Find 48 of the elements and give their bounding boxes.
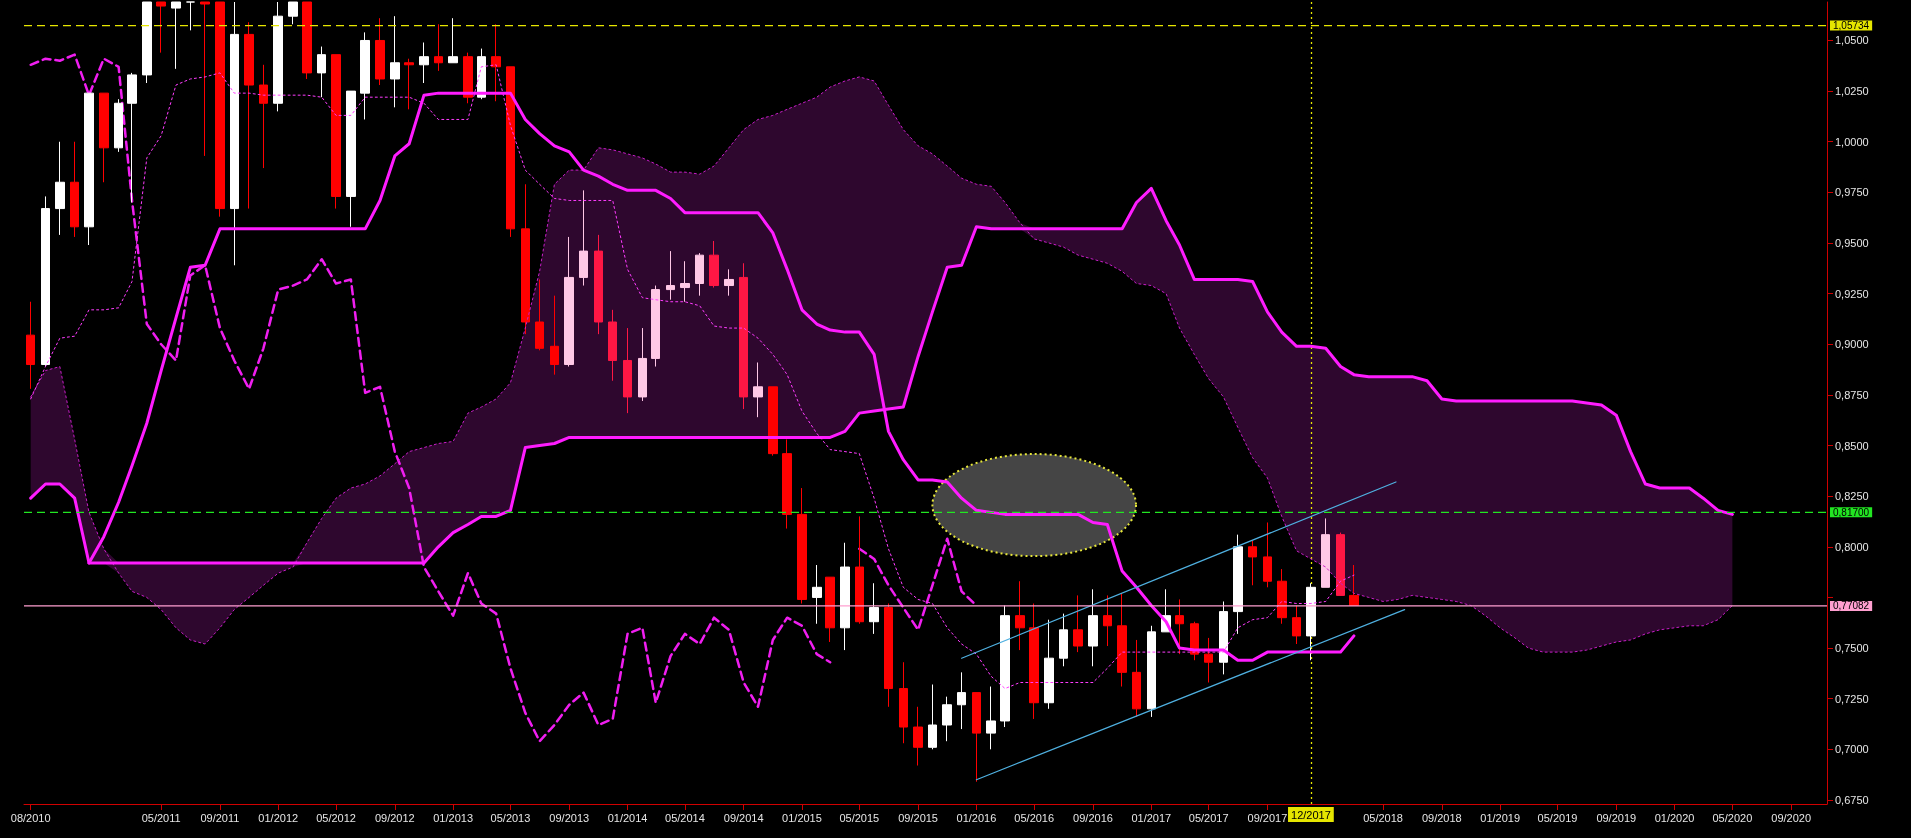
x-tick-label: 01/2020	[1654, 811, 1695, 824]
ref-line-label: 12/2017	[1291, 808, 1331, 821]
x-tick-label: 01/2017	[1131, 811, 1172, 824]
y-tick-label: 0,6750	[1835, 793, 1869, 806]
x-tick-label: 05/2017	[1188, 811, 1229, 824]
x-tick-label: 09/2019	[1596, 811, 1637, 824]
x-tick-label: 05/2012	[316, 811, 356, 824]
x-tick-label: 08/2010	[10, 811, 51, 824]
x-tick-label: 01/2012	[258, 811, 299, 824]
x-tick-label: 09/2014	[723, 811, 764, 824]
y-tick-label: 0,8250	[1835, 490, 1869, 503]
x-tick-label: 09/2016	[1073, 811, 1113, 824]
x-tick-label: 05/2013	[490, 811, 531, 824]
x-tick-label: 09/2020	[1771, 811, 1812, 824]
y-tick-label: 0,8750	[1835, 388, 1869, 401]
x-tick-label: 01/2019	[1480, 811, 1521, 824]
y-tick-label: 0,8000	[1835, 540, 1869, 553]
y-tick-label: 0,7250	[1835, 692, 1869, 705]
x-tick-label: 05/2011	[141, 811, 181, 824]
x-tick-label: 05/2020	[1712, 811, 1753, 824]
y-tick-label: 0,9500	[1835, 237, 1869, 250]
y-tick-label: 0,7000	[1835, 743, 1869, 756]
x-tick-label: 05/2015	[839, 811, 880, 824]
y-tick-label: 1,0000	[1835, 135, 1869, 148]
y-tick-label: 1,0500	[1835, 34, 1869, 47]
x-tick-label: 09/2018	[1421, 811, 1462, 824]
x-tick-label: 09/2012	[374, 811, 415, 824]
y-tick-label: 0,9000	[1835, 338, 1869, 351]
y-tick-label: 0,9750	[1835, 186, 1869, 199]
x-tick-label: 09/2011	[200, 811, 240, 824]
x-tick-label: 09/2013	[549, 811, 590, 824]
x-tick-label: 01/2013	[433, 811, 474, 824]
x-tick-label: 05/2019	[1537, 811, 1578, 824]
y-tick-label: 1,0250	[1835, 85, 1869, 98]
y-tick-label: 0,7500	[1835, 642, 1869, 655]
y-tick-label: 0,8500	[1835, 439, 1869, 452]
ref-line-label: 0,81700	[1833, 506, 1870, 518]
x-tick-label: 05/2018	[1363, 811, 1403, 824]
x-tick-label: 05/2016	[1014, 811, 1055, 824]
x-tick-label: 01/2015	[782, 811, 822, 824]
x-tick-label: 09/2017	[1247, 811, 1288, 824]
y-tick-label: 0,9250	[1835, 287, 1869, 300]
ref-line-label: 1,05734	[1833, 20, 1870, 32]
x-tick-label: 05/2014	[665, 811, 705, 824]
x-tick-label: 01/2016	[956, 811, 997, 824]
x-tick-label: 01/2014	[607, 811, 648, 824]
x-tick-label: 09/2015	[898, 811, 938, 824]
ref-line-label: 0,77082	[1833, 600, 1870, 612]
